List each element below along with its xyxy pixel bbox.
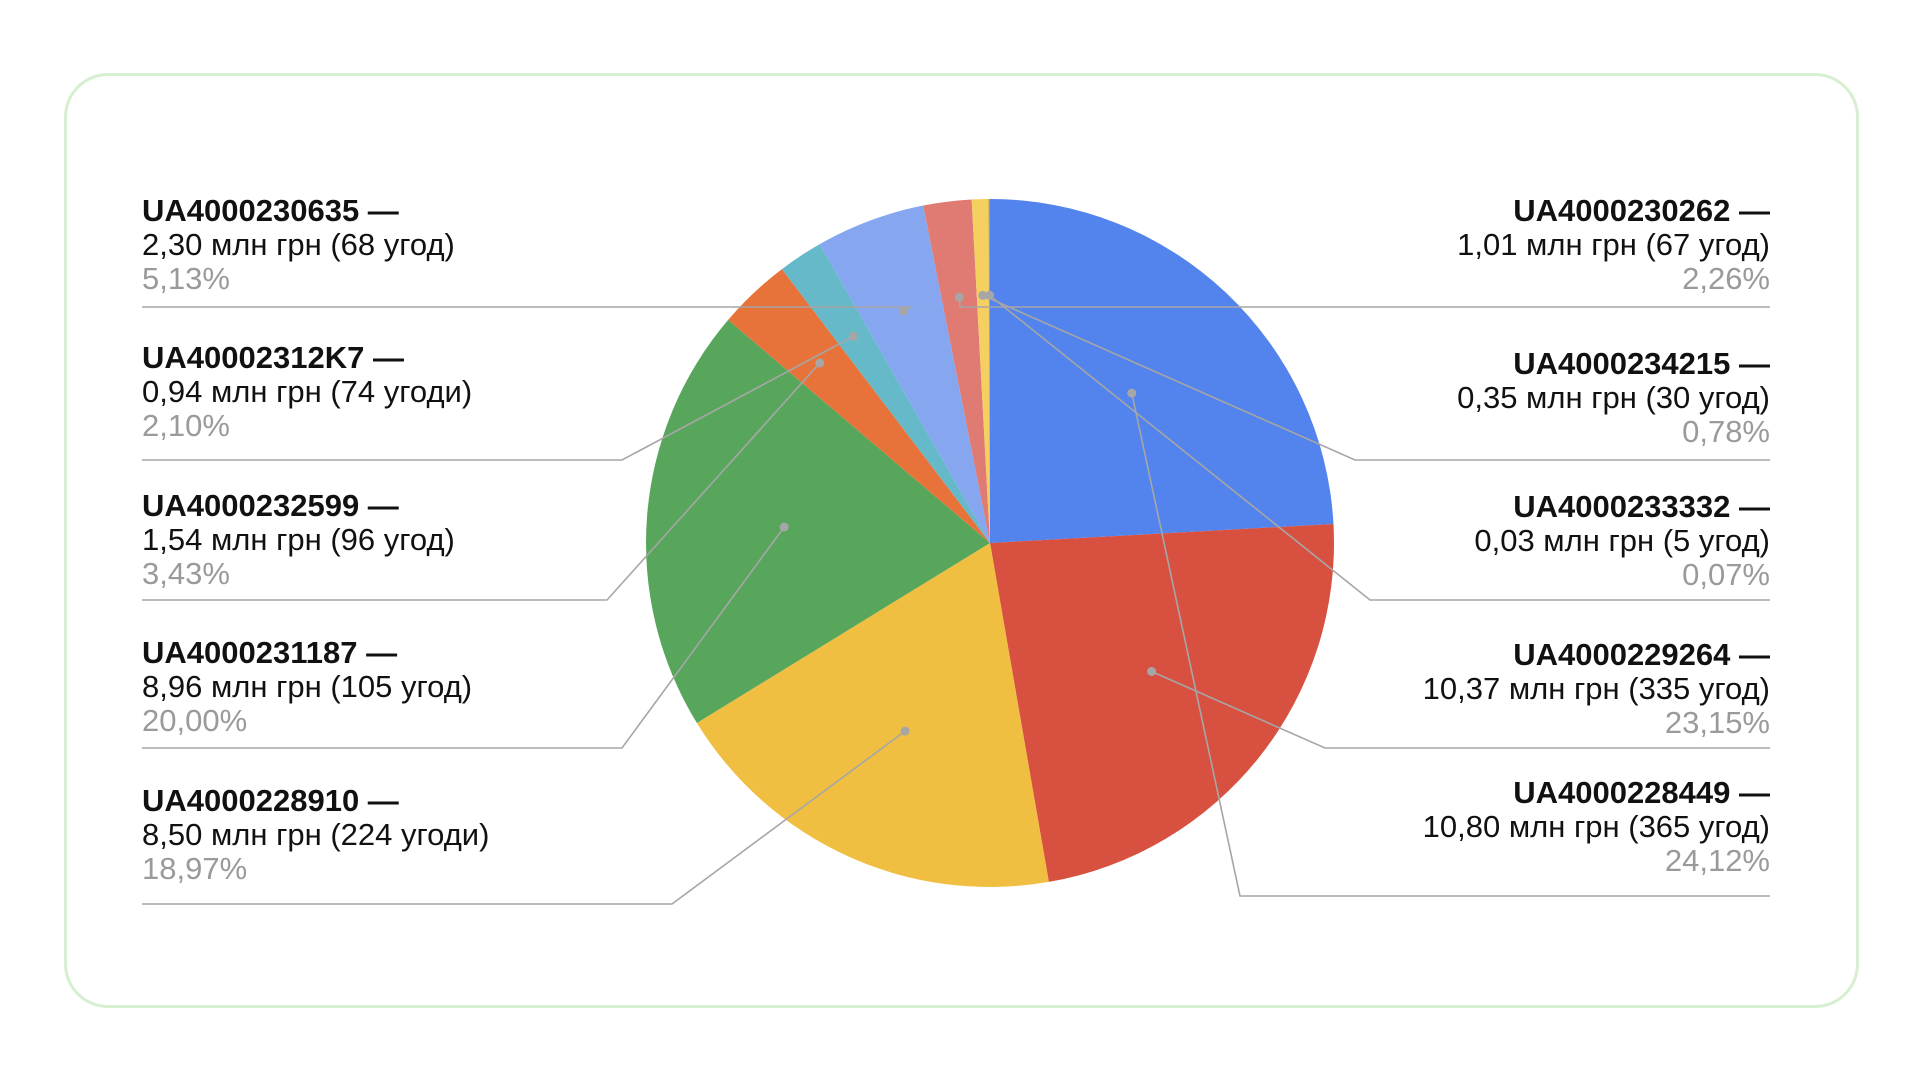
leader-dot	[978, 290, 988, 300]
slice-percent-label: 3,43%	[142, 556, 230, 591]
leader-dot	[900, 726, 910, 736]
pie-slice	[988, 198, 990, 543]
slice-amount-label: 0,35 млн грн (30 угод)	[1457, 380, 1770, 415]
slice-amount-label: 1,01 млн грн (67 угод)	[1457, 227, 1770, 262]
pie-slice	[990, 523, 1334, 882]
pie-slice	[923, 199, 990, 544]
leader-dot	[1127, 388, 1137, 398]
pie-slice	[819, 205, 990, 544]
slice-amount-label: 2,30 млн грн (68 угод)	[142, 227, 455, 262]
slice-labels: UA4000228449 —10,80 млн грн (365 угод)24…	[142, 193, 1770, 886]
slice-amount-label: 0,94 млн грн (74 угоди)	[142, 374, 472, 409]
slice-percent-label: 24,12%	[1665, 843, 1770, 878]
leader-dot	[1147, 667, 1157, 676]
pie-slice	[646, 319, 990, 724]
pie-slice	[696, 543, 1049, 887]
slice-amount-label: 8,50 млн грн (224 угоди)	[142, 817, 489, 852]
pie-slices	[646, 198, 1334, 887]
slice-percent-label: 0,07%	[1682, 557, 1770, 592]
leader-lines	[142, 290, 1770, 905]
leader-line	[982, 294, 1770, 461]
leader-line	[1151, 670, 1770, 749]
leader-line	[1131, 392, 1770, 897]
slice-code-label: UA4000230262 —	[1513, 193, 1770, 228]
slice-percent-label: 2,26%	[1682, 261, 1770, 296]
slice-code-label: UA4000234215 —	[1513, 346, 1770, 381]
slice-amount-label: 0,03 млн грн (5 угод)	[1474, 523, 1770, 558]
slice-code-label: UA4000228910 —	[142, 783, 399, 818]
slice-code-label: UA4000228449 —	[1513, 775, 1770, 810]
leader-dot	[899, 306, 909, 316]
leader-line	[142, 362, 821, 601]
leader-dot	[815, 358, 825, 368]
slice-percent-label: 18,97%	[142, 851, 247, 886]
slice-code-label: UA4000233332 —	[1513, 489, 1770, 524]
slice-amount-label: 8,96 млн грн (105 угод)	[142, 669, 472, 704]
leader-dot	[779, 522, 789, 532]
slice-amount-label: 1,54 млн грн (96 угод)	[142, 522, 455, 557]
slice-percent-label: 5,13%	[142, 261, 230, 296]
leader-line	[142, 730, 906, 905]
slice-percent-label: 0,78%	[1682, 414, 1770, 449]
slice-amount-label: 10,80 млн грн (365 угод)	[1423, 809, 1770, 844]
slice-percent-label: 2,10%	[142, 408, 230, 443]
slice-code-label: UA40002312K7 —	[142, 340, 404, 375]
slice-code-label: UA4000232599 —	[142, 488, 399, 523]
leader-line	[142, 335, 854, 461]
slice-code-label: UA4000231187 —	[142, 635, 397, 670]
leader-line	[142, 526, 785, 749]
pie-slice	[781, 244, 990, 543]
leader-dot	[849, 331, 858, 341]
leader-dot	[985, 290, 994, 300]
pie-slice	[990, 199, 1334, 543]
pie-slice	[971, 199, 990, 543]
slice-percent-label: 23,15%	[1665, 705, 1770, 740]
leader-line	[988, 294, 1770, 601]
slice-code-label: UA4000230635 —	[142, 193, 399, 228]
pie-slice	[728, 269, 990, 543]
slice-percent-label: 20,00%	[142, 703, 247, 738]
slice-amount-label: 10,37 млн грн (335 угод)	[1423, 671, 1770, 706]
leader-dot	[954, 292, 964, 302]
slice-code-label: UA4000229264 —	[1513, 637, 1770, 672]
